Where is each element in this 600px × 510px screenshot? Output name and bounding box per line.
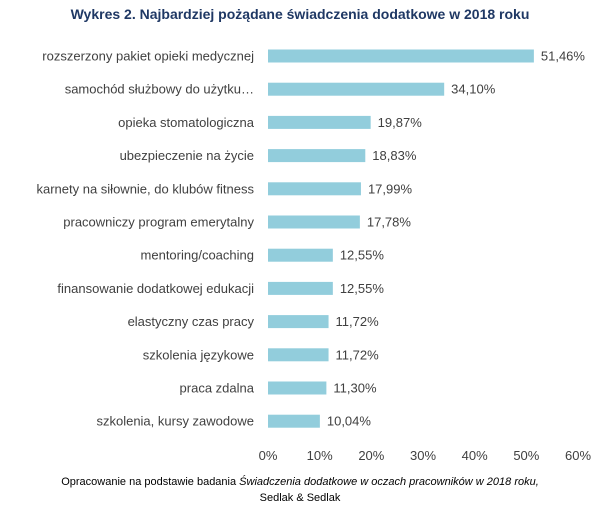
data-label: 12,55%: [340, 248, 385, 263]
category-label: elastyczny czas pracy: [128, 314, 255, 329]
data-label: 34,10%: [451, 82, 496, 97]
bar: [268, 381, 327, 395]
bar: [268, 248, 333, 262]
data-label: 18,83%: [372, 148, 417, 163]
category-label: ubezpieczenie na życie: [120, 148, 254, 163]
data-label: 19,87%: [378, 115, 423, 130]
bar: [268, 315, 329, 329]
data-label: 51,46%: [541, 49, 586, 64]
category-label: samochód służbowy do użytku…: [65, 82, 254, 97]
data-label: 12,55%: [340, 281, 385, 296]
bar: [268, 82, 445, 96]
source-note: Opracowanie na podstawie badania Świadcz…: [0, 474, 600, 506]
x-tick-label: 20%: [358, 448, 384, 463]
bar: [268, 115, 371, 129]
bar: [268, 348, 329, 362]
source-note-study-title: Świadczenia dodatkowe w oczach pracownik…: [239, 476, 539, 488]
chart-title: Wykres 2. Najbardziej pożądane świadczen…: [70, 6, 530, 22]
category-label: opieka stomatologiczna: [118, 115, 255, 130]
x-tick-label: 40%: [462, 448, 488, 463]
data-label: 11,72%: [336, 347, 380, 362]
x-tick-label: 0%: [259, 448, 278, 463]
category-label: praca zdalna: [180, 381, 255, 396]
category-label: szkolenia językowe: [143, 347, 254, 362]
data-label: 17,99%: [368, 181, 413, 196]
data-label: 10,04%: [327, 414, 372, 429]
bar: [268, 281, 333, 295]
bar: [268, 149, 366, 163]
data-label: 17,78%: [367, 215, 412, 230]
bar-chart: rozszerzony pakiet opieki medycznej 51,46…: [36, 49, 591, 464]
x-tick-label: 30%: [410, 448, 436, 463]
bar: [268, 49, 534, 63]
bar: [268, 215, 360, 229]
x-tick-label: 10%: [307, 448, 333, 463]
category-label: finansowanie dodatkowej edukacji: [57, 281, 254, 296]
category-label: mentoring/coaching: [141, 248, 254, 263]
category-label: rozszerzony pakiet opieki medycznej: [42, 49, 254, 64]
source-note-prefix: Opracowanie na podstawie badania: [61, 476, 240, 488]
source-note-publisher: Sedlak & Sedlak: [259, 492, 341, 504]
category-label: karnety na siłownie, do klubów fitness: [36, 181, 254, 196]
data-label: 11,30%: [333, 381, 377, 396]
x-tick-label: 60%: [565, 448, 591, 463]
bar: [268, 182, 361, 196]
category-label: szkolenia, kursy zawodowe: [96, 414, 254, 429]
data-label: 11,72%: [336, 314, 380, 329]
bar: [268, 414, 320, 428]
x-tick-label: 50%: [513, 448, 539, 463]
category-label: pracowniczy program emerytalny: [63, 215, 254, 230]
